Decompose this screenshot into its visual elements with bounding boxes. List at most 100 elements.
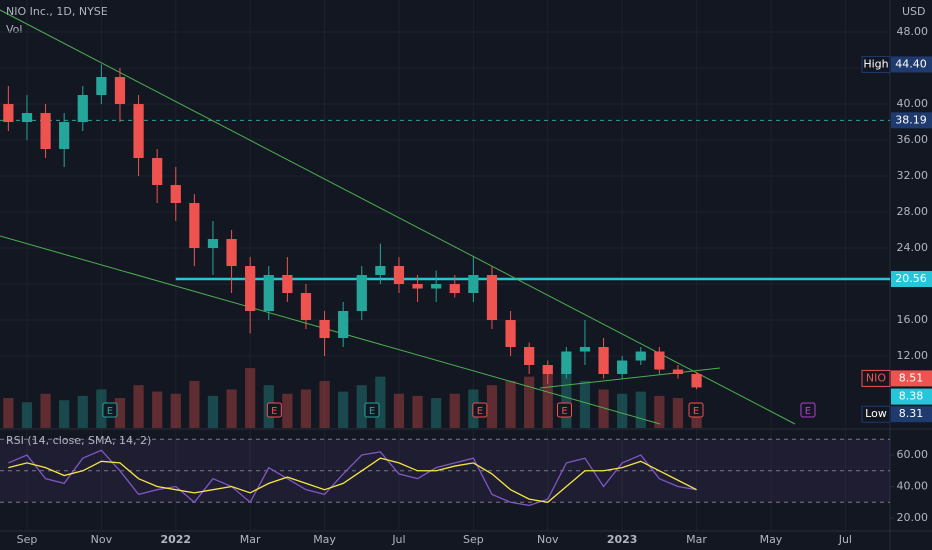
candle-body	[282, 275, 293, 294]
y-tick-label: 16.00	[897, 313, 929, 326]
candle-body	[40, 113, 51, 150]
x-tick-label: Mar	[686, 533, 707, 546]
volume-bar	[114, 398, 126, 428]
volume-bar	[77, 395, 88, 428]
candle-body	[505, 320, 516, 348]
candle-body	[691, 374, 702, 388]
candle-body	[449, 284, 460, 294]
chart-title: NIO Inc., 1D, NYSE	[6, 5, 108, 18]
volume-bar	[654, 395, 665, 428]
candle-body	[672, 369, 684, 375]
currency: USD	[902, 5, 926, 18]
x-tick-label: May	[313, 533, 336, 546]
candle-body	[431, 284, 442, 289]
volume-bar	[189, 380, 200, 428]
x-tick-label: Sep	[463, 533, 484, 546]
rsi-line	[8, 457, 697, 503]
volume-bar	[21, 402, 33, 428]
volume-bar	[226, 389, 237, 428]
earnings-label: E	[271, 406, 277, 417]
volume-bar	[375, 376, 386, 428]
earnings-marker	[102, 402, 118, 418]
volume-bar	[282, 393, 293, 428]
price-label-name: NIO	[866, 371, 886, 384]
earnings-marker	[472, 402, 488, 418]
y-tick-label: 32.00	[897, 169, 929, 182]
rsi-tick-label: 60.00	[897, 448, 929, 461]
volume-bar	[635, 391, 646, 428]
price-label-value: 8.51	[899, 371, 924, 384]
rsi-title: RSI (14, close, SMA, 14, 2)	[6, 434, 151, 447]
volume-bar	[96, 389, 107, 428]
volume-bar	[133, 385, 144, 428]
earnings-marker	[688, 402, 704, 418]
price-label-name: High	[863, 57, 888, 70]
volume-label: Vol	[6, 23, 22, 36]
volume-bar	[3, 398, 14, 428]
candle-body	[356, 275, 367, 312]
candle-body	[579, 347, 591, 352]
price-label-box	[891, 112, 932, 129]
candle-body	[338, 311, 349, 339]
volume-bar	[617, 393, 628, 428]
price-label-name-box	[861, 369, 891, 387]
price-label-box	[891, 370, 932, 387]
candle-body	[77, 95, 88, 123]
volume-bar	[356, 385, 367, 428]
candle-body	[635, 351, 646, 361]
volume-bar	[319, 380, 330, 428]
price-label-value: 20.56	[895, 272, 927, 285]
price-label-name: Low	[865, 407, 887, 420]
volume-bar	[486, 385, 498, 428]
candle-body	[263, 275, 274, 312]
candle-body	[319, 320, 330, 339]
earnings-marker	[557, 402, 573, 418]
volume-bar	[561, 368, 572, 428]
candle-body	[393, 266, 405, 285]
candle-body	[152, 158, 163, 186]
price-label-name-box	[861, 55, 891, 73]
volume-bar	[40, 393, 51, 428]
x-tick-label: Nov	[537, 533, 559, 546]
candle-body	[3, 104, 14, 123]
volume-bar	[393, 393, 405, 428]
price-label-box	[891, 406, 932, 423]
price-label-value: 38.19	[895, 113, 927, 126]
volume-bar	[245, 368, 256, 428]
candle-body	[375, 266, 386, 276]
y-tick-label: 40.00	[897, 97, 929, 110]
y-tick-label: 12.00	[897, 349, 929, 362]
x-tick-label: Mar	[240, 533, 261, 546]
price-label-value: 8.31	[899, 407, 924, 420]
volume-bar	[207, 395, 219, 428]
x-tick-label: Jul	[838, 533, 852, 546]
candle-body	[226, 239, 237, 267]
earnings-label: E	[369, 406, 375, 417]
volume-bar	[542, 372, 553, 428]
x-tick-label: 2022	[160, 533, 191, 546]
candle-body	[598, 347, 609, 375]
trendlines	[0, 9, 796, 425]
price-label-value: 44.40	[895, 57, 927, 70]
earnings-label: E	[107, 406, 113, 417]
candle-body	[96, 77, 107, 96]
volume-bar	[300, 389, 312, 428]
candle-body	[617, 360, 628, 375]
volume-bar	[505, 380, 516, 428]
candle-body	[59, 122, 70, 150]
y-tick-label: 48.00	[897, 25, 929, 38]
candle-body	[468, 275, 479, 294]
candle-body	[114, 77, 126, 105]
x-tick-label: 2023	[607, 533, 638, 546]
y-tick-label: 24.00	[897, 241, 929, 254]
earnings-label: E	[477, 406, 483, 417]
rsi-line	[8, 449, 697, 507]
candle-body	[524, 347, 535, 366]
candle-body	[245, 266, 256, 312]
candle-body	[170, 185, 181, 204]
candle-body	[300, 293, 312, 321]
price-label-box	[891, 388, 932, 405]
candle-body	[207, 239, 219, 249]
price-label-value: 8.38	[899, 390, 924, 403]
